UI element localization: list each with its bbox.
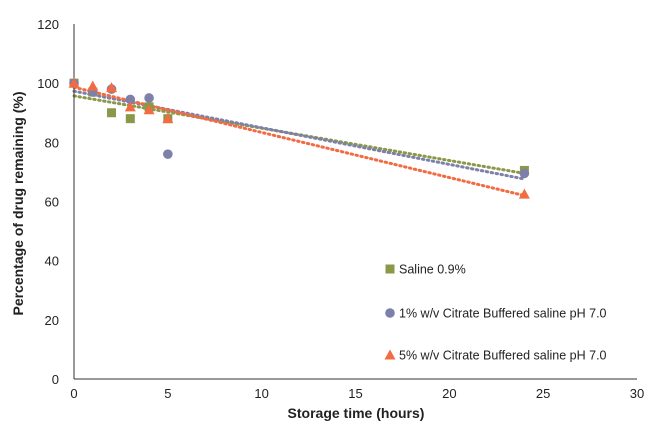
legend-marker — [385, 264, 395, 274]
y-tick-label: 0 — [52, 372, 59, 387]
x-tick-label: 20 — [442, 386, 456, 401]
data-point — [125, 94, 136, 105]
data-point — [87, 80, 99, 91]
x-tick-label: 10 — [254, 386, 268, 401]
y-tick-label: 40 — [45, 254, 59, 269]
data-point — [162, 113, 174, 124]
y-tick-label: 60 — [45, 195, 59, 210]
y-tick-label: 80 — [45, 135, 59, 150]
legend-marker — [384, 349, 396, 360]
y-tick-label: 120 — [37, 17, 59, 32]
legend-entry: 5% w/v Citrate Buffered saline pH 7.0 — [384, 349, 607, 363]
legend-entry: 1% w/v Citrate Buffered saline pH 7.0 — [385, 307, 607, 321]
data-point — [106, 82, 118, 93]
data-point — [518, 188, 530, 199]
y-axis-title: Percentage of drug remaining (%) — [10, 91, 26, 315]
x-tick-label: 15 — [348, 386, 362, 401]
data-point — [124, 101, 136, 112]
legend-label: 5% w/v Citrate Buffered saline pH 7.0 — [399, 349, 607, 363]
y-tick-label: 100 — [37, 76, 59, 91]
x-tick-label: 0 — [70, 386, 77, 401]
x-tick-label: 5 — [164, 386, 171, 401]
data-point — [519, 168, 530, 179]
legend-label: 1% w/v Citrate Buffered saline pH 7.0 — [399, 307, 607, 321]
x-tick-label: 25 — [536, 386, 550, 401]
legend-marker — [385, 308, 395, 318]
x-axis-title: Storage time (hours) — [288, 405, 425, 421]
data-points — [68, 77, 530, 199]
data-point — [125, 114, 135, 124]
trendline — [72, 85, 526, 198]
data-point — [107, 108, 117, 118]
tick-labels: 0 5 10 15 20 25 30 0 20 40 60 80 100 120 — [37, 17, 644, 401]
data-point — [143, 104, 155, 115]
legend-label: Saline 0.9% — [399, 263, 466, 277]
legend-entry: Saline 0.9% — [385, 263, 466, 277]
legend: Saline 0.9% 1% w/v Citrate Buffered salin… — [384, 263, 607, 363]
data-point — [144, 93, 154, 103]
data-point — [163, 149, 173, 159]
y-tick-label: 20 — [45, 313, 59, 328]
trendlines — [72, 85, 526, 198]
axes — [73, 24, 637, 380]
x-tick-label: 30 — [630, 386, 644, 401]
data-point — [68, 77, 80, 88]
